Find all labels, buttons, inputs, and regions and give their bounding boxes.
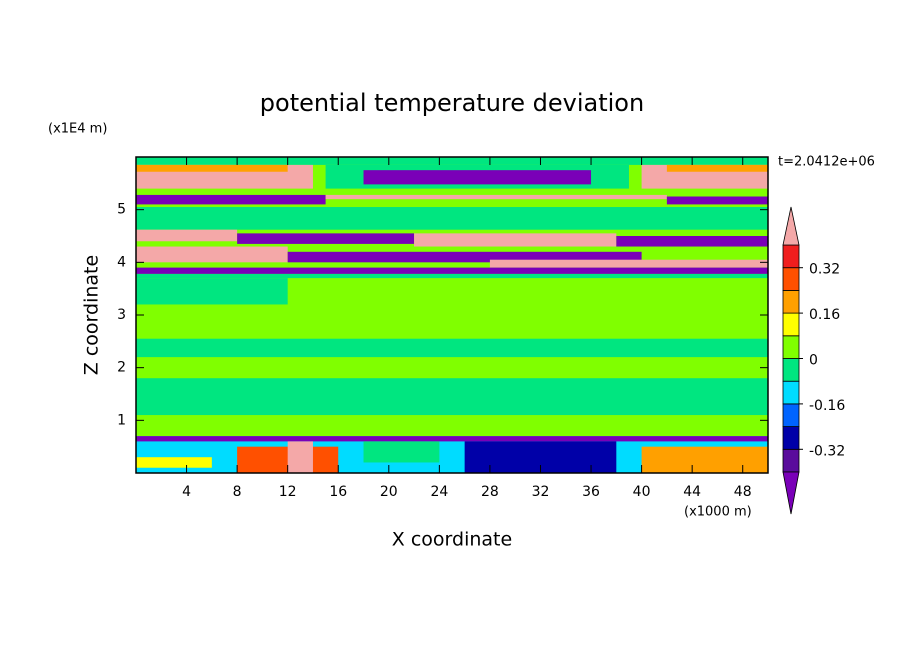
colorbar-tick-label: 0.32	[809, 262, 840, 278]
contour-cell	[325, 194, 667, 200]
contour-cell	[136, 246, 288, 263]
y-unit: (x1E4 m)	[48, 122, 107, 137]
contour-cell	[414, 233, 617, 247]
y-tick-label: 5	[117, 202, 126, 218]
contour-cell	[237, 233, 415, 244]
contour-cell	[363, 170, 592, 185]
x-tick-label: 20	[380, 484, 398, 500]
y-tick-label: 2	[117, 360, 126, 376]
x-tick-label: 24	[430, 484, 448, 500]
colorbar-box	[782, 403, 800, 427]
colorbar-box	[782, 448, 800, 473]
x-tick-label: 4	[182, 484, 191, 500]
contour-cell	[641, 446, 768, 473]
colorbar-box	[782, 244, 800, 269]
x-axis-label: X coordinate	[392, 529, 512, 551]
annotation: t=2.0412e+06	[778, 155, 875, 170]
colorbar-tick-label: 0	[809, 353, 818, 369]
contour-cell	[136, 229, 238, 242]
colorbar-extend	[782, 206, 800, 246]
colorbar-box	[782, 267, 800, 291]
colorbar-box	[782, 426, 800, 450]
contour-cell	[136, 436, 768, 442]
y-tick-label: 1	[117, 412, 126, 428]
colorbar-extend	[782, 471, 800, 515]
contour-cell	[363, 441, 440, 463]
colorbar-box	[782, 335, 800, 359]
contour-cell	[136, 338, 768, 358]
x-tick-label: 32	[532, 484, 550, 500]
contour-cell	[136, 457, 212, 468]
y-tick-label: 4	[117, 254, 126, 270]
colorbar-tick-label: -0.32	[809, 443, 845, 459]
colorbar-box	[782, 380, 800, 405]
contour-cell	[136, 157, 768, 165]
chart-title: potential temperature deviation	[260, 89, 644, 117]
x-unit: (x1000 m)	[684, 505, 752, 520]
contour-cell	[287, 251, 642, 263]
colorbar-box	[782, 358, 800, 382]
x-tick-label: 28	[481, 484, 499, 500]
contour-cell	[489, 259, 768, 268]
contour-cell	[136, 378, 768, 416]
contour-cell	[136, 267, 768, 274]
x-tick-label: 8	[233, 484, 242, 500]
y-tick-label: 3	[117, 307, 126, 323]
contour-cell	[287, 441, 313, 473]
contour-cell	[136, 278, 288, 305]
x-tick-label: 48	[734, 484, 752, 500]
x-tick-label: 16	[329, 484, 347, 500]
x-tick-label: 44	[683, 484, 701, 500]
x-tick-label: 36	[582, 484, 600, 500]
y-axis-label: Z coordinate	[81, 255, 103, 375]
contour-cell	[666, 196, 768, 205]
colorbar-tick-label: 0.16	[809, 307, 840, 323]
contour-cell	[136, 273, 768, 279]
contour-cell	[616, 236, 768, 247]
colorbar-tick-label: -0.16	[809, 398, 845, 414]
contour-cell	[136, 207, 768, 230]
field	[136, 157, 768, 473]
contour-cell	[136, 194, 326, 205]
colorbar-box	[782, 289, 800, 314]
contour-cell	[136, 164, 288, 172]
colorbar-box	[782, 312, 800, 337]
x-tick-label: 12	[279, 484, 297, 500]
x-tick-label: 40	[633, 484, 651, 500]
contour-cell	[666, 164, 768, 172]
